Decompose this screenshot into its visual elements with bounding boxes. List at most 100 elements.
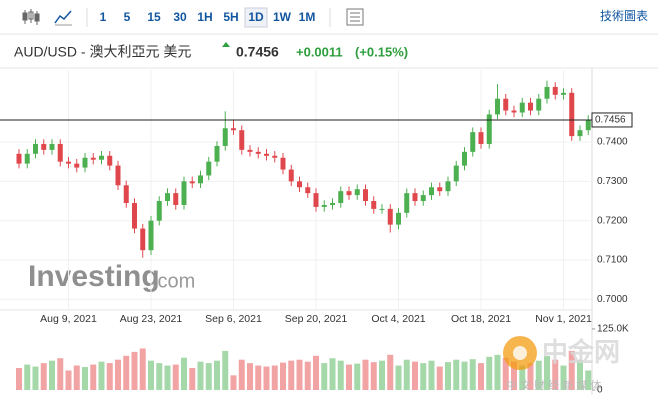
candle-body xyxy=(123,185,129,203)
volume-bar xyxy=(420,363,427,390)
candle-body xyxy=(338,191,344,203)
volume-bar xyxy=(238,359,245,390)
candle-body xyxy=(577,130,583,137)
interval-button[interactable]: 1 xyxy=(100,10,107,24)
candle-body xyxy=(470,132,476,152)
interval-button[interactable]: 1H xyxy=(197,10,212,24)
volume-bar xyxy=(535,360,542,390)
candle-body xyxy=(214,145,220,162)
volume-bar xyxy=(321,363,328,390)
interval-button[interactable]: 30 xyxy=(173,10,187,24)
candle-body xyxy=(206,161,212,176)
volume-bar xyxy=(560,365,567,390)
watermark: .com xyxy=(152,270,195,292)
x-tick-label: Aug 23, 2021 xyxy=(120,313,183,325)
candle-body xyxy=(74,163,80,168)
volume-bar xyxy=(577,359,583,390)
volume-bar xyxy=(453,359,460,390)
volume-bar xyxy=(478,363,484,390)
volume-bar xyxy=(395,365,402,390)
candle-icon[interactable] xyxy=(22,9,40,25)
candle-body xyxy=(478,132,484,144)
price-change: +0.0011 xyxy=(296,44,343,59)
candle-body xyxy=(280,157,286,170)
volume-bar xyxy=(280,362,286,390)
logo-tagline: 中 文 财 经 新 媒 体 xyxy=(506,378,601,392)
interval-button[interactable]: 15 xyxy=(147,10,161,24)
candle-body xyxy=(272,155,278,158)
logo-icon-inner xyxy=(513,346,527,360)
interval-button[interactable]: 1D xyxy=(248,10,264,24)
candle-body xyxy=(173,193,179,205)
x-tick-label: Oct 18, 2021 xyxy=(451,313,511,325)
candle-body xyxy=(49,143,55,150)
candle-body xyxy=(297,181,302,188)
candle-body xyxy=(156,201,162,221)
candle-body xyxy=(552,86,558,95)
volume-bar xyxy=(40,363,47,390)
x-tick-label: Sep 6, 2021 xyxy=(205,313,262,325)
x-tick-label: Oct 4, 2021 xyxy=(371,313,425,325)
candle-body xyxy=(429,187,434,196)
volume-bar xyxy=(57,358,64,390)
candle-body xyxy=(41,143,47,150)
candle-body xyxy=(107,155,113,166)
volume-bar xyxy=(255,365,262,390)
volume-bar xyxy=(156,363,163,390)
volume-bar xyxy=(494,354,501,390)
volume-bar xyxy=(271,365,278,390)
volume-bar xyxy=(115,359,121,390)
volume-bar xyxy=(230,375,237,390)
candle-body xyxy=(561,92,566,95)
y-tick-label: 0.7200 xyxy=(597,215,628,226)
volume-bar xyxy=(527,363,534,390)
volume-bar xyxy=(461,361,468,390)
volume-bar xyxy=(24,364,31,390)
volume-bar xyxy=(49,360,55,390)
instrument-title: AUD/USD - 澳大利亞元 美元 xyxy=(14,44,191,60)
interval-button[interactable]: 1M xyxy=(299,10,316,24)
chart-link[interactable]: 技術圖表 xyxy=(600,9,648,23)
volume-bar xyxy=(90,364,97,390)
interval-button[interactable]: 5 xyxy=(124,10,131,24)
candle-body xyxy=(115,165,121,186)
volume-bar xyxy=(288,360,295,390)
candle-body xyxy=(396,212,401,225)
price-change-percent: (+0.15%) xyxy=(355,44,408,59)
volume-bar xyxy=(519,365,526,390)
candle-body xyxy=(231,128,236,131)
candle-body xyxy=(132,202,137,229)
volume-bar xyxy=(164,365,171,390)
interval-button[interactable]: 1W xyxy=(273,10,292,24)
candle-body xyxy=(140,228,146,251)
y-tick-label: 0.7300 xyxy=(597,176,628,187)
volume-bar xyxy=(379,360,385,390)
candle-body xyxy=(511,110,517,113)
candle-body xyxy=(569,92,575,137)
volume-bar xyxy=(296,359,303,390)
volume-bar xyxy=(370,362,377,390)
volume-bar xyxy=(544,355,550,390)
line-icon[interactable] xyxy=(54,10,72,24)
volume-bar xyxy=(511,361,517,390)
y-tick-label: 0.7100 xyxy=(597,255,628,266)
y-tick-label: 0.7400 xyxy=(597,137,628,148)
volume-bar xyxy=(387,354,394,390)
volume-bar xyxy=(98,361,105,390)
candle-body xyxy=(66,161,71,164)
volume-bar xyxy=(585,370,592,390)
volume-bar xyxy=(502,357,509,390)
interval-button[interactable]: 5H xyxy=(223,10,238,24)
table-icon[interactable] xyxy=(346,8,364,26)
volume-bar xyxy=(403,359,410,390)
candle-body xyxy=(288,169,294,182)
volume-bar xyxy=(337,360,344,390)
volume-bar xyxy=(139,348,146,390)
last-price-tag xyxy=(591,112,633,128)
candle-body xyxy=(148,220,154,251)
candle-body xyxy=(445,181,451,192)
volume-bar xyxy=(552,359,559,390)
volume-bar xyxy=(354,363,361,390)
candle-body xyxy=(305,187,311,194)
